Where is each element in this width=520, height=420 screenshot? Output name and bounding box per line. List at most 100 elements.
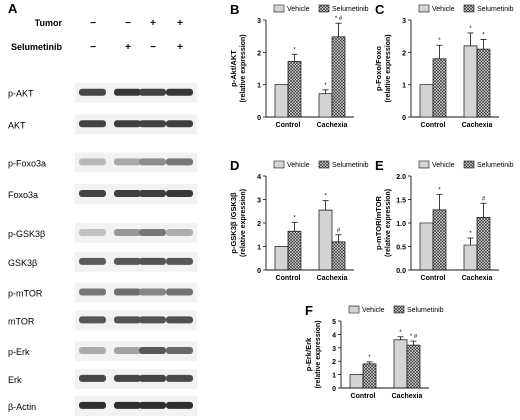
blot-band (79, 347, 106, 355)
panel-label: F (305, 303, 313, 318)
blot-band (139, 347, 166, 355)
bar-selumetinib (287, 61, 302, 118)
y-tick-label: 3 (257, 18, 261, 25)
y-tick-label: 3 (402, 18, 406, 25)
bar-vehicle (274, 84, 289, 118)
blot-band (79, 316, 106, 324)
blot-band (114, 189, 141, 197)
y-tick-label: 2 (332, 359, 336, 366)
bar-selumetinib (362, 363, 377, 389)
legend-label-vehicle: Vehicle (432, 6, 455, 13)
blot-condition-sign: + (177, 42, 183, 53)
y-tick-label: 0.5 (396, 245, 406, 252)
blot-band (114, 401, 141, 409)
y-tick-label: 2 (257, 221, 261, 228)
blot-row-label: p-mTOR (8, 288, 43, 298)
significance-marker: * # (410, 334, 418, 340)
x-tick-label: Control (421, 122, 446, 129)
blot-band (79, 374, 106, 382)
bar-selumetinib (476, 48, 491, 118)
significance-marker: * (438, 187, 441, 193)
legend-label-selumetinib: Selumetinib (477, 6, 514, 13)
blot-band (166, 316, 193, 324)
blot-condition-sign: + (125, 42, 131, 53)
blot-band (79, 189, 106, 197)
panel-label: B (230, 2, 239, 17)
blot-band (139, 401, 166, 409)
significance-marker: # (337, 228, 341, 234)
chart-panel-e: E 0.0 0.5 1.0 1.5 2.0 p-mTOR/mTOR (relative exp… (374, 158, 514, 282)
bar-vehicle (419, 222, 434, 271)
significance-marker: * (469, 26, 472, 32)
x-tick-label: Control (276, 275, 301, 282)
legend-label-selumetinib: Selumetinib (477, 162, 514, 169)
legend-swatch-selumetinib (463, 160, 475, 169)
bar-vehicle (393, 339, 408, 389)
western-blot-panel: A Tumor − − + + Selumetinib − + − + p-AKT AKT p-Foxo3… (8, 1, 197, 416)
bar-selumetinib (287, 230, 302, 271)
blot-band (139, 374, 166, 382)
blot-band (114, 158, 141, 166)
y-tick-label: 2 (257, 50, 261, 57)
bar-selumetinib (432, 58, 447, 118)
chart-panel-f: F 0 1 2 3 4 5 p-Erk/Erk (relative expression) Veh… (304, 303, 444, 400)
legend-label-vehicle: Vehicle (287, 6, 310, 13)
blot-band (114, 288, 141, 296)
blot-row-label: p-AKT (8, 89, 34, 99)
legend-label-selumetinib: Selumetinib (407, 307, 444, 314)
y-axis-label: p-GSK3β /GSK3β (229, 192, 238, 254)
x-tick-label: Control (351, 393, 376, 400)
legend-swatch-vehicle (418, 160, 430, 169)
blot-condition-sign: − (90, 42, 96, 53)
legend-label-vehicle: Vehicle (287, 162, 310, 169)
significance-marker: * (399, 330, 402, 336)
bar-selumetinib (331, 241, 346, 271)
x-tick-label: Control (421, 275, 446, 282)
chart-panel-d: D 0 1 2 3 4 p-GSK3β /GSK3β (relative expression… (229, 158, 369, 282)
significance-marker: * # (335, 16, 343, 22)
blot-band (139, 229, 166, 237)
panel-label: D (230, 158, 239, 173)
blot-band (166, 374, 193, 382)
significance-marker: * (469, 231, 472, 237)
panel-label-a: A (8, 1, 18, 16)
blot-condition-sign: + (150, 18, 156, 29)
y-tick-label: 0 (332, 386, 336, 393)
blot-row-label: β-Actin (8, 402, 36, 412)
blot-band (139, 120, 166, 128)
significance-marker: # (482, 196, 486, 202)
y-tick-label: 5 (332, 319, 336, 326)
x-tick-label: Cachexia (462, 122, 493, 129)
blot-band (79, 229, 106, 237)
blot-band (114, 229, 141, 237)
blot-condition-sign: + (177, 18, 183, 29)
blot-condition-label: Selumetinib (11, 42, 63, 52)
y-tick-label: 0 (257, 115, 261, 122)
blot-band (139, 257, 166, 265)
legend-label-vehicle: Vehicle (432, 162, 455, 169)
blot-band (166, 347, 193, 355)
significance-marker: * (438, 38, 441, 44)
y-tick-label: 1 (332, 373, 336, 380)
y-axis-label-secondary: (relative expression) (315, 320, 322, 388)
bar-selumetinib (476, 217, 491, 271)
blot-band (139, 158, 166, 166)
y-tick-label: 4 (332, 332, 336, 339)
blot-band (79, 257, 106, 265)
y-axis-label: p-Akt/AKT (229, 50, 238, 87)
y-tick-label: 0 (257, 268, 261, 275)
legend-swatch-vehicle (348, 305, 360, 314)
x-tick-label: Cachexia (317, 122, 348, 129)
legend-swatch-selumetinib (318, 160, 330, 169)
blot-row-label: mTOR (8, 316, 35, 326)
bar-selumetinib (406, 344, 421, 389)
blot-band (139, 189, 166, 197)
panel-label: E (375, 158, 384, 173)
bar-vehicle (318, 209, 333, 271)
significance-marker: * (293, 215, 296, 221)
bar-charts-layer: B 0 1 2 3 p-Akt/AKT (relative expression) Vehic… (229, 2, 514, 400)
blot-row-label: GSK3β (8, 258, 37, 268)
blot-band (166, 257, 193, 265)
blot-band (166, 189, 193, 197)
y-tick-label: 1 (257, 245, 261, 252)
